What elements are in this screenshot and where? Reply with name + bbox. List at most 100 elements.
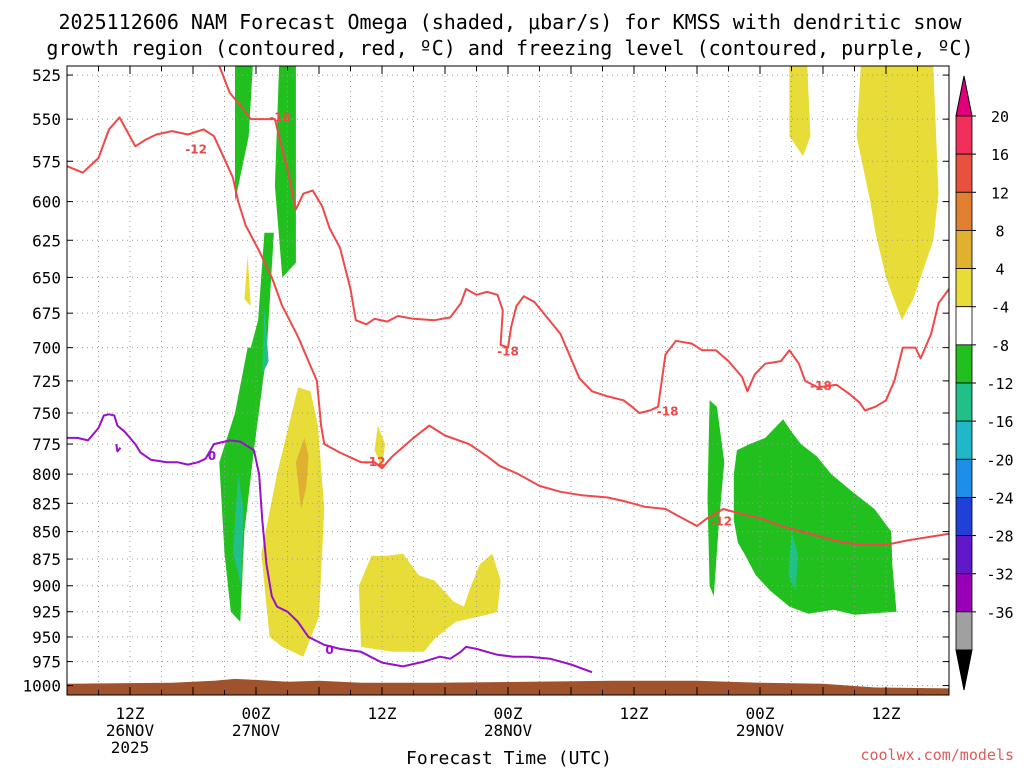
colorbar-swatch: [955, 230, 973, 269]
colorbar-bottom-arrow: [955, 649, 973, 691]
y-tick-label: 700: [32, 339, 61, 358]
contour-label: 0: [325, 643, 333, 657]
colorbar-label: -28: [986, 528, 1013, 546]
omega-region-orange: [295, 437, 309, 509]
chart-title-line2: growth region (contoured, red, ºC) and f…: [46, 36, 973, 60]
chart-title-line1: 2025112606 NAM Forecast Omega (shaded, μ…: [58, 10, 962, 34]
y-tick-label: 825: [32, 494, 61, 513]
colorbar-label: -4: [991, 299, 1009, 317]
y-tick-label: 950: [32, 628, 61, 647]
contour-label: -18: [497, 345, 519, 359]
y-tick-label: 600: [32, 193, 61, 212]
y-tick-label: 775: [32, 435, 61, 454]
x-axis-label: Forecast Time (UTC): [406, 748, 612, 768]
colorbar-label: 4: [995, 261, 1004, 279]
y-tick-label: 1000: [22, 677, 61, 696]
omega-region-yellow: [358, 553, 501, 652]
colorbar-label: 8: [995, 222, 1004, 240]
x-tick-label: 27NOV: [232, 721, 281, 740]
contour-label: -12: [710, 515, 732, 529]
y-axis: 525 550 575 600 625 650 675 700 725 750 775 800 825 8…: [22, 66, 949, 696]
omega-region-yellow: [261, 387, 325, 657]
x-tick-label: 12Z: [620, 704, 649, 723]
contour-label: -18: [810, 379, 832, 393]
y-tick-label: 900: [32, 577, 61, 596]
contour-label: -18: [269, 110, 291, 124]
contour-line: [67, 116, 949, 546]
colorbar: 20 16 12 8 4 -4 -8 -12 -16 -20 -24 -28 -32 -36: [955, 75, 1014, 691]
y-tick-label: 625: [32, 231, 61, 250]
omega-region-green: [733, 419, 897, 615]
x-tick-label: 2025: [111, 738, 150, 757]
colorbar-label: 16: [991, 146, 1009, 164]
colorbar-label: -36: [986, 604, 1013, 622]
colorbar-swatch: [955, 535, 973, 575]
y-tick-label: 650: [32, 268, 61, 287]
credit-text: coolwx.com/models: [860, 746, 1014, 764]
colorbar-swatch: [955, 611, 973, 651]
contour-line: [218, 66, 949, 414]
omega-region-green: [219, 232, 274, 622]
colorbar-swatch: [955, 344, 973, 384]
y-tick-label: 875: [32, 550, 61, 569]
x-tick-label: 00Z: [494, 704, 523, 723]
omega-region-green: [235, 66, 253, 202]
y-tick-label: 550: [32, 110, 61, 129]
grid-layer: [66, 66, 950, 695]
contour-line: [67, 413, 593, 674]
colorbar-swatch: [955, 382, 973, 422]
x-tick-label: 26NOV: [106, 721, 155, 740]
omega-region-teal: [788, 531, 798, 591]
y-tick-label: 975: [32, 653, 61, 672]
colorbar-swatch: [955, 458, 973, 498]
omega-region-green: [274, 66, 296, 278]
y-tick-label: 925: [32, 603, 61, 622]
colorbar-label: 20: [991, 108, 1009, 126]
y-tick-label: 850: [32, 523, 61, 542]
contour-label: 0: [208, 449, 216, 463]
x-tick-label: 00Z: [746, 704, 775, 723]
colorbar-label: -12: [986, 375, 1013, 393]
y-tick-label: 525: [32, 66, 61, 85]
contour-line: [115, 443, 122, 453]
colorbar-swatch: [955, 306, 973, 346]
colorbar-swatch: [955, 573, 973, 613]
x-tick-label: 12Z: [116, 704, 145, 723]
colorbar-label: -24: [986, 489, 1013, 507]
contour-label-layer: -12 -18 -18 -18 -18 -12 -12 0 0: [185, 110, 831, 656]
colorbar-swatch: [955, 497, 973, 536]
x-tick-label: 29NOV: [736, 721, 785, 740]
colorbar-label: -20: [986, 451, 1013, 469]
contour-label: -18: [657, 405, 679, 419]
colorbar-swatch: [955, 191, 973, 231]
colorbar-label: 12: [991, 184, 1009, 202]
contour-label: -12: [364, 455, 386, 469]
x-tick-label: 28NOV: [484, 721, 533, 740]
y-tick-label: 725: [32, 372, 61, 391]
contour-layer: [67, 66, 949, 674]
y-tick-label: 750: [32, 404, 61, 423]
x-tick-label: 00Z: [242, 704, 271, 723]
contour-label: -12: [185, 143, 207, 157]
x-tick-label: 12Z: [872, 704, 901, 723]
omega-region-teal: [262, 306, 269, 375]
omega-region-yellow: [244, 255, 251, 307]
omega-region-yellow: [856, 66, 939, 321]
colorbar-swatch: [955, 420, 973, 460]
colorbar-label: -8: [991, 337, 1009, 355]
y-tick-label: 800: [32, 465, 61, 484]
omega-region-yellow: [374, 425, 386, 469]
omega-region-green: [707, 400, 725, 597]
omega-shading-layer: [219, 66, 939, 657]
y-tick-label: 575: [32, 152, 61, 171]
omega-region-yellow: [789, 66, 811, 157]
colorbar-swatch: [955, 153, 973, 193]
y-tick-label: 675: [32, 304, 61, 323]
colorbar-swatch: [955, 115, 973, 155]
omega-region-teal: [232, 474, 244, 586]
colorbar-swatch: [955, 268, 973, 308]
colorbar-label: -32: [986, 566, 1013, 584]
